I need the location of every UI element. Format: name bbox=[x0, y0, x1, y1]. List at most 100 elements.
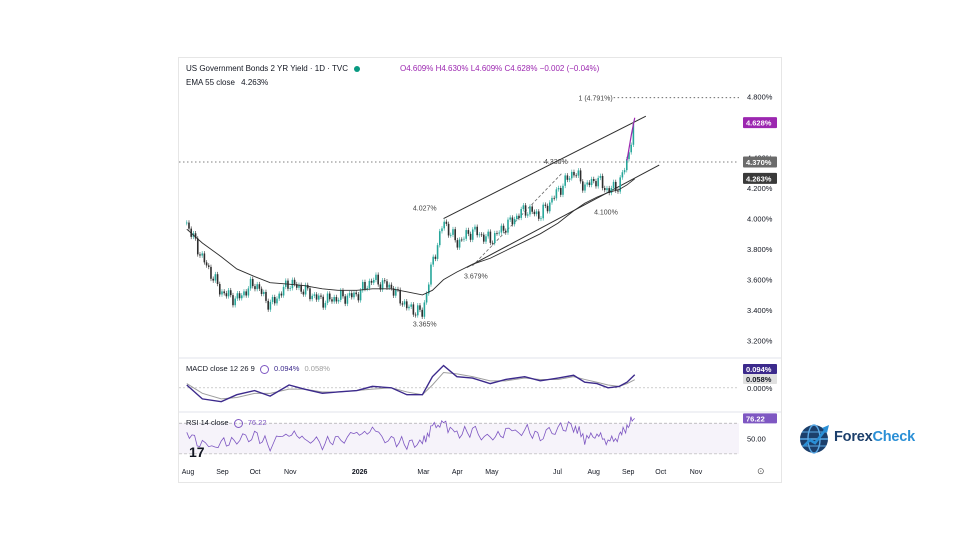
rsi-legend[interactable]: RSI 14 close 76.22 bbox=[186, 418, 267, 428]
candle-body bbox=[185, 222, 188, 224]
candle-body bbox=[540, 218, 542, 220]
candle-body bbox=[623, 170, 626, 173]
candle-body bbox=[423, 302, 426, 317]
candle-body bbox=[291, 279, 294, 289]
candle-body bbox=[496, 233, 498, 234]
candle-body bbox=[401, 303, 404, 305]
candle-body bbox=[573, 171, 575, 176]
candle-body bbox=[234, 298, 236, 306]
candle-body bbox=[377, 274, 379, 285]
candle-body bbox=[364, 281, 366, 289]
price-badge-ema bbox=[743, 172, 777, 184]
candle-body bbox=[531, 206, 533, 212]
candle-body bbox=[432, 256, 434, 265]
candle-body bbox=[562, 185, 564, 195]
candle-body bbox=[460, 239, 463, 241]
candle-body bbox=[478, 234, 481, 236]
candle-body bbox=[566, 175, 569, 180]
candle-body bbox=[588, 182, 591, 186]
candle-body bbox=[280, 293, 283, 296]
candle-body bbox=[375, 274, 377, 280]
candle-body bbox=[504, 230, 507, 233]
candle-body bbox=[408, 306, 410, 309]
candle-body bbox=[425, 293, 428, 303]
macd-legend-value1: 0.094% bbox=[273, 364, 300, 373]
candle-body bbox=[592, 178, 595, 182]
forexcheck-wordmark: ForexCheck bbox=[834, 429, 915, 445]
candle-body bbox=[350, 293, 353, 298]
channel-upper-line bbox=[443, 115, 647, 219]
rsi-badge bbox=[743, 413, 777, 424]
candle-body bbox=[355, 292, 357, 295]
candle-body bbox=[262, 291, 265, 294]
candle-body bbox=[445, 221, 448, 224]
rsi-settings-icon[interactable] bbox=[233, 418, 243, 428]
candle-body bbox=[201, 253, 203, 256]
candle-body bbox=[353, 292, 355, 298]
price-annotation-label: 3.365% bbox=[413, 322, 437, 329]
candle-body bbox=[368, 280, 371, 289]
candle-body bbox=[449, 234, 452, 236]
candle-body bbox=[557, 188, 560, 190]
chart-svg[interactable]: 4.800%4.400%4.200%4.000%3.800%3.600%3.40… bbox=[179, 58, 781, 482]
candle-body bbox=[254, 286, 256, 290]
candle-body bbox=[421, 309, 423, 317]
chart-panel[interactable]: 4.800%4.400%4.200%4.000%3.800%3.600%3.40… bbox=[178, 57, 782, 483]
candle-body bbox=[544, 204, 547, 206]
candle-body bbox=[273, 297, 276, 304]
macd-settings-icon[interactable] bbox=[259, 364, 269, 374]
candle-body bbox=[515, 215, 518, 220]
candle-body bbox=[414, 314, 417, 316]
candle-body bbox=[247, 288, 250, 296]
macd-legend-value2: 0.058% bbox=[304, 364, 330, 373]
price-annotation-label: 4.330% bbox=[544, 159, 568, 166]
candle-body bbox=[590, 178, 593, 186]
candle-body bbox=[595, 181, 597, 187]
macd-line bbox=[186, 364, 636, 403]
candle-body bbox=[474, 226, 476, 230]
candle-body bbox=[403, 301, 406, 305]
candle-body bbox=[458, 239, 461, 248]
candle-body bbox=[203, 253, 206, 263]
candle-body bbox=[577, 170, 580, 176]
ema-legend[interactable]: EMA 55 close 4.263% bbox=[186, 78, 268, 87]
candle-body bbox=[399, 289, 401, 304]
candle-body bbox=[225, 293, 228, 297]
price-candles bbox=[185, 121, 635, 320]
candle-body bbox=[599, 175, 602, 178]
candle-body bbox=[388, 284, 390, 288]
candle-body bbox=[443, 221, 445, 229]
market-status-dot bbox=[354, 65, 361, 72]
candle-body bbox=[357, 294, 360, 301]
ema55-line bbox=[186, 178, 636, 296]
candle-body bbox=[390, 284, 393, 289]
candle-body bbox=[632, 123, 635, 145]
candle-body bbox=[412, 304, 415, 315]
macd-badge-signal bbox=[743, 374, 777, 384]
candle-body bbox=[214, 274, 217, 281]
candle-body bbox=[236, 293, 239, 299]
candle-body bbox=[311, 295, 313, 300]
price-badge-label-level: 4.370% bbox=[746, 158, 772, 167]
macd-badge-label-macd: 0.094% bbox=[746, 365, 772, 374]
price-badge-label-ema: 4.263% bbox=[746, 174, 772, 183]
price-badge-level bbox=[743, 156, 777, 168]
candle-body bbox=[366, 288, 368, 289]
candle-body bbox=[575, 175, 577, 177]
candle-body bbox=[546, 205, 549, 212]
macd-legend[interactable]: MACD close 12 26 9 0.094% 0.058% bbox=[186, 364, 330, 374]
candle-body bbox=[249, 278, 252, 289]
symbol-title[interactable]: US Government Bonds 2 YR Yield · 1D · TV… bbox=[186, 64, 361, 73]
time-axis-tick-label: Jul bbox=[553, 469, 562, 476]
candle-body bbox=[315, 294, 318, 300]
price-axis-tick-label: 4.200% bbox=[747, 184, 773, 193]
candle-body bbox=[333, 297, 335, 302]
candle-body bbox=[480, 234, 483, 236]
candle-body bbox=[509, 217, 511, 220]
candle-body bbox=[218, 283, 221, 295]
candle-body bbox=[223, 291, 225, 294]
candle-body bbox=[621, 172, 624, 178]
candle-body bbox=[463, 238, 465, 240]
candle-body bbox=[381, 280, 384, 290]
candle-body bbox=[456, 240, 459, 248]
